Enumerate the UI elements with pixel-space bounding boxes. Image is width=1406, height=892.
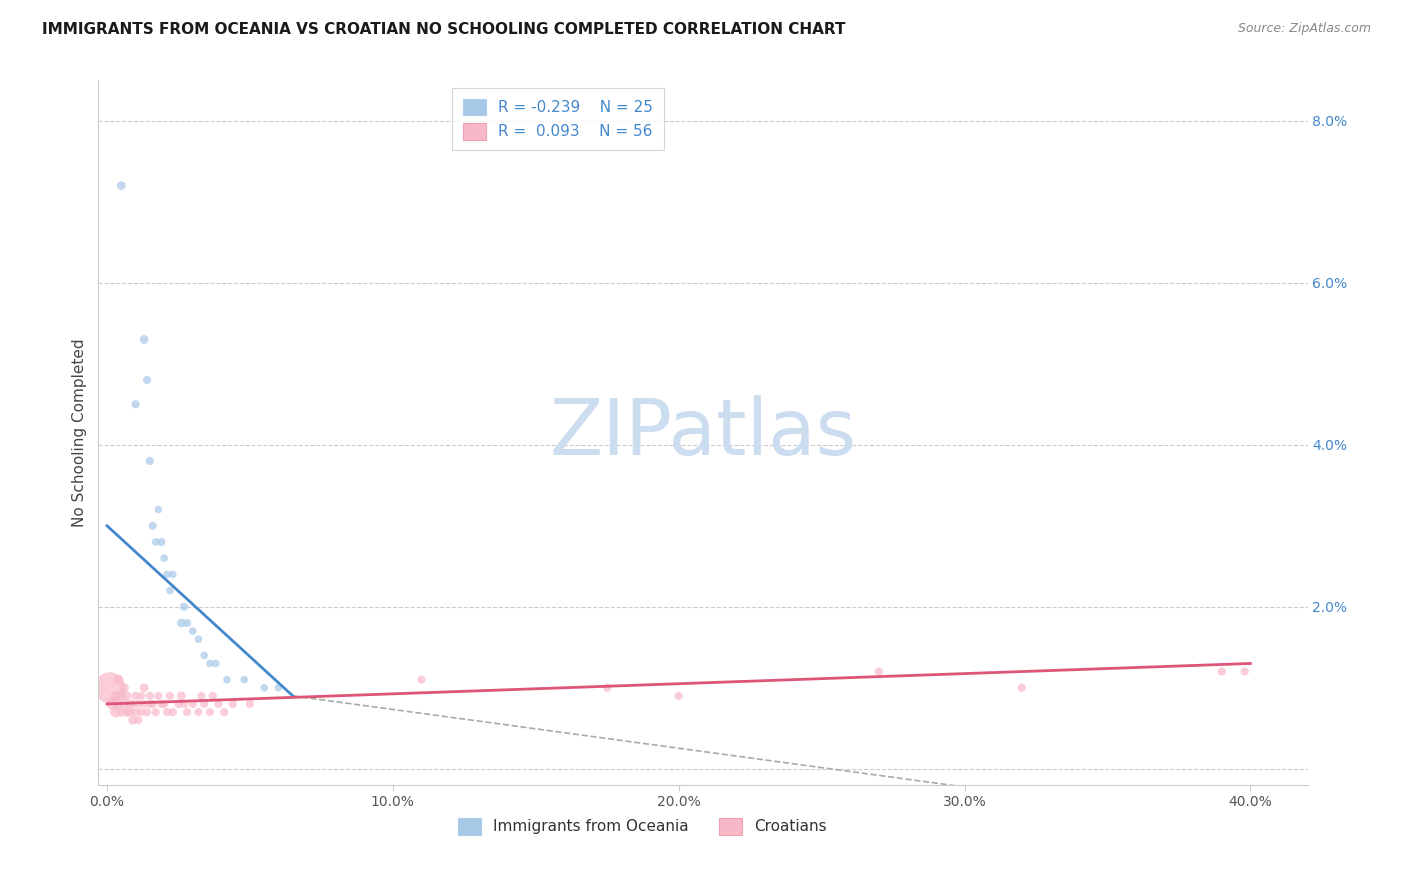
Point bbox=[148, 502, 170, 516]
Point bbox=[868, 665, 890, 679]
Text: Source: ZipAtlas.com: Source: ZipAtlas.com bbox=[1237, 22, 1371, 36]
Point bbox=[207, 697, 229, 711]
Point bbox=[239, 697, 262, 711]
Point bbox=[190, 689, 212, 703]
Point bbox=[134, 333, 156, 347]
Point bbox=[198, 705, 221, 719]
Point bbox=[187, 705, 209, 719]
Point bbox=[127, 697, 149, 711]
Legend: Immigrants from Oceania, Croatians: Immigrants from Oceania, Croatians bbox=[451, 812, 834, 841]
Point bbox=[107, 673, 129, 687]
Point bbox=[162, 705, 184, 719]
Point bbox=[156, 567, 179, 582]
Point bbox=[204, 657, 226, 671]
Point bbox=[198, 657, 221, 671]
Point bbox=[162, 567, 184, 582]
Point bbox=[170, 689, 193, 703]
Point bbox=[124, 705, 146, 719]
Point bbox=[1211, 665, 1233, 679]
Point bbox=[411, 673, 433, 687]
Point bbox=[129, 705, 152, 719]
Point bbox=[170, 615, 193, 630]
Point bbox=[127, 713, 149, 727]
Point bbox=[139, 697, 162, 711]
Point bbox=[112, 697, 135, 711]
Point bbox=[150, 697, 173, 711]
Point bbox=[596, 681, 619, 695]
Point bbox=[181, 697, 204, 711]
Point bbox=[110, 689, 132, 703]
Point bbox=[145, 535, 167, 549]
Point bbox=[668, 689, 690, 703]
Point bbox=[153, 551, 176, 566]
Point bbox=[1011, 681, 1033, 695]
Point bbox=[159, 583, 181, 598]
Point bbox=[121, 713, 143, 727]
Point bbox=[124, 689, 146, 703]
Point bbox=[124, 397, 146, 411]
Point bbox=[139, 454, 162, 468]
Point bbox=[193, 648, 215, 663]
Y-axis label: No Schooling Completed: No Schooling Completed bbox=[72, 338, 87, 527]
Point bbox=[222, 697, 245, 711]
Text: ZIPatlas: ZIPatlas bbox=[550, 394, 856, 471]
Point bbox=[233, 673, 256, 687]
Point bbox=[173, 599, 195, 614]
Point bbox=[98, 681, 121, 695]
Point bbox=[110, 178, 132, 193]
Point bbox=[159, 689, 181, 703]
Point bbox=[104, 705, 127, 719]
Point bbox=[173, 697, 195, 711]
Point bbox=[104, 689, 127, 703]
Point bbox=[107, 697, 129, 711]
Point bbox=[148, 689, 170, 703]
Point bbox=[181, 624, 204, 638]
Point bbox=[139, 689, 162, 703]
Point bbox=[253, 681, 276, 695]
Point bbox=[153, 697, 176, 711]
Point bbox=[110, 705, 132, 719]
Point bbox=[145, 705, 167, 719]
Point bbox=[156, 705, 179, 719]
Point bbox=[115, 689, 138, 703]
Point bbox=[176, 615, 198, 630]
Point bbox=[121, 697, 143, 711]
Point bbox=[193, 697, 215, 711]
Point bbox=[136, 705, 159, 719]
Point bbox=[142, 697, 165, 711]
Point bbox=[118, 705, 141, 719]
Point bbox=[201, 689, 224, 703]
Point bbox=[101, 697, 124, 711]
Point bbox=[136, 373, 159, 387]
Point bbox=[129, 689, 152, 703]
Point bbox=[112, 681, 135, 695]
Point bbox=[212, 705, 235, 719]
Point bbox=[1233, 665, 1256, 679]
Text: IMMIGRANTS FROM OCEANIA VS CROATIAN NO SCHOOLING COMPLETED CORRELATION CHART: IMMIGRANTS FROM OCEANIA VS CROATIAN NO S… bbox=[42, 22, 845, 37]
Point bbox=[150, 535, 173, 549]
Point bbox=[215, 673, 238, 687]
Point bbox=[142, 518, 165, 533]
Point bbox=[176, 705, 198, 719]
Point bbox=[118, 697, 141, 711]
Point bbox=[134, 697, 156, 711]
Point bbox=[267, 681, 290, 695]
Point bbox=[115, 705, 138, 719]
Point bbox=[167, 697, 190, 711]
Point bbox=[187, 632, 209, 647]
Point bbox=[134, 681, 156, 695]
